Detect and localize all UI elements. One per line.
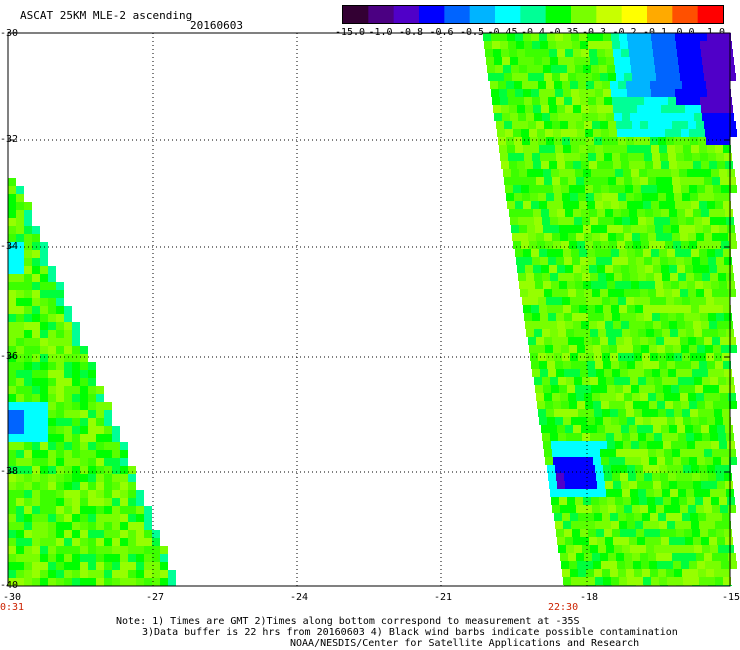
map-title: ASCAT 25KM MLE-2 ascending <box>20 9 193 22</box>
lat-label: -36 <box>0 351 19 362</box>
lat-label: -34 <box>0 241 19 252</box>
lat-label: -38 <box>0 466 19 477</box>
colorbar-swatch <box>571 5 597 23</box>
colorbar-swatch <box>393 5 420 23</box>
colorbar-swatch <box>419 5 445 23</box>
lon-label: -21 <box>434 592 453 603</box>
lon-label: -15 <box>722 592 740 603</box>
colorbar-swatch <box>520 5 547 23</box>
lon-label: -18 <box>580 592 599 603</box>
colorbar-swatches <box>342 5 724 24</box>
colorbar-swatch <box>343 5 369 23</box>
plot-frame <box>7 32 731 587</box>
lon-label: -27 <box>146 592 165 603</box>
swath-time-left: 0:31 <box>0 602 25 613</box>
lat-label: -32 <box>0 134 19 145</box>
lat-label: -40 <box>0 580 19 591</box>
colorbar-swatch <box>647 5 673 23</box>
swath-time-right: 22:30 <box>548 602 579 613</box>
colorbar-swatch <box>444 5 471 23</box>
lon-label: -30 <box>3 592 22 603</box>
colorbar-swatch <box>697 5 724 23</box>
graticule <box>8 33 730 586</box>
note-line-1: Note: 1) Times are GMT 2)Times along bot… <box>116 616 580 627</box>
colorbar-swatch <box>495 5 521 23</box>
map-plot <box>7 32 737 587</box>
colorbar-swatch <box>621 5 648 23</box>
swath-right <box>483 33 737 586</box>
colorbar-swatch <box>545 5 572 23</box>
note-line-3: NOAA/NESDIS/Center for Satellite Applica… <box>290 638 640 649</box>
lat-label: -30 <box>0 28 19 39</box>
colorbar-swatch <box>469 5 496 23</box>
colorbar-swatch <box>672 5 699 23</box>
swath-left <box>8 178 176 586</box>
colorbar-swatch <box>596 5 623 23</box>
colorbar-swatch <box>368 5 395 23</box>
lon-label: -24 <box>290 592 309 603</box>
map-date: 20160603 <box>190 19 243 32</box>
note-line-2: 3)Data buffer is 22 hrs from 20160603 4)… <box>142 627 678 638</box>
